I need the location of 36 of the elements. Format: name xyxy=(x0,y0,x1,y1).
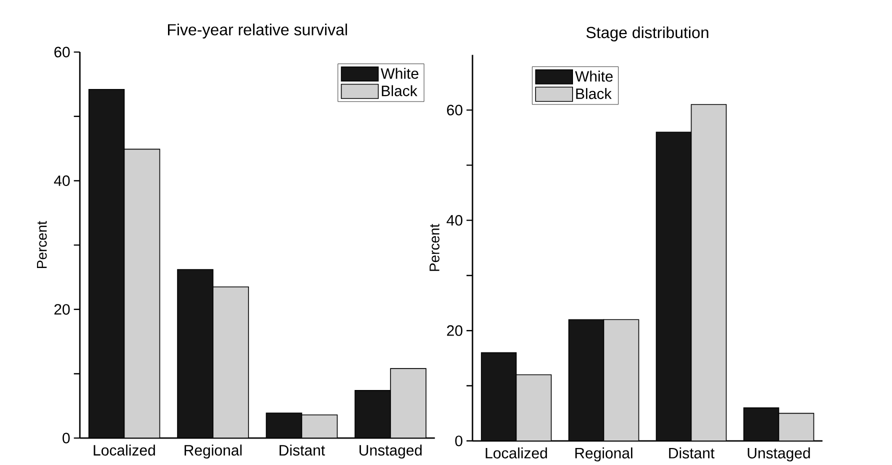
x-tick-label: Unstaged xyxy=(360,444,422,459)
bar xyxy=(516,374,552,442)
legend-label: White xyxy=(575,70,613,82)
bar xyxy=(480,352,517,442)
x-tick-label: Regional xyxy=(575,448,632,462)
y-tick-label: 0 xyxy=(62,432,70,444)
y-axis-title: Percent xyxy=(37,221,47,268)
y-tick-label: 60 xyxy=(447,104,462,116)
y-tick-label: 60 xyxy=(54,46,70,58)
x-tick-label: Localized xyxy=(94,444,155,456)
legend-label: White xyxy=(380,68,418,79)
bar xyxy=(568,319,604,442)
chart-title: Stage distribution xyxy=(586,26,708,42)
bar xyxy=(743,408,780,442)
x-tick-label: Unstaged xyxy=(748,448,810,462)
y-tick-label: 40 xyxy=(54,176,70,186)
bar xyxy=(778,413,814,442)
bar xyxy=(354,390,391,438)
y-tick-label: 0 xyxy=(455,436,462,446)
x-tick-label: Distant xyxy=(280,444,325,456)
x-tick-label: Localized xyxy=(486,448,547,459)
chart-title: Five-year relative survival xyxy=(168,24,347,39)
x-tick-label: Regional xyxy=(184,444,242,459)
y-tick-label: 20 xyxy=(54,304,70,315)
bar xyxy=(603,319,640,442)
legend-label: Black xyxy=(576,88,612,100)
y-tick-label: 40 xyxy=(446,215,462,226)
bar xyxy=(88,89,125,438)
legend-label: Black xyxy=(382,85,418,96)
y-tick-label: 20 xyxy=(447,325,462,336)
bar xyxy=(177,269,214,438)
bar xyxy=(656,132,692,442)
y-axis-title: Percent xyxy=(430,224,440,272)
x-tick-label: Distant xyxy=(669,448,714,459)
bar xyxy=(690,104,727,442)
bar xyxy=(266,412,302,438)
